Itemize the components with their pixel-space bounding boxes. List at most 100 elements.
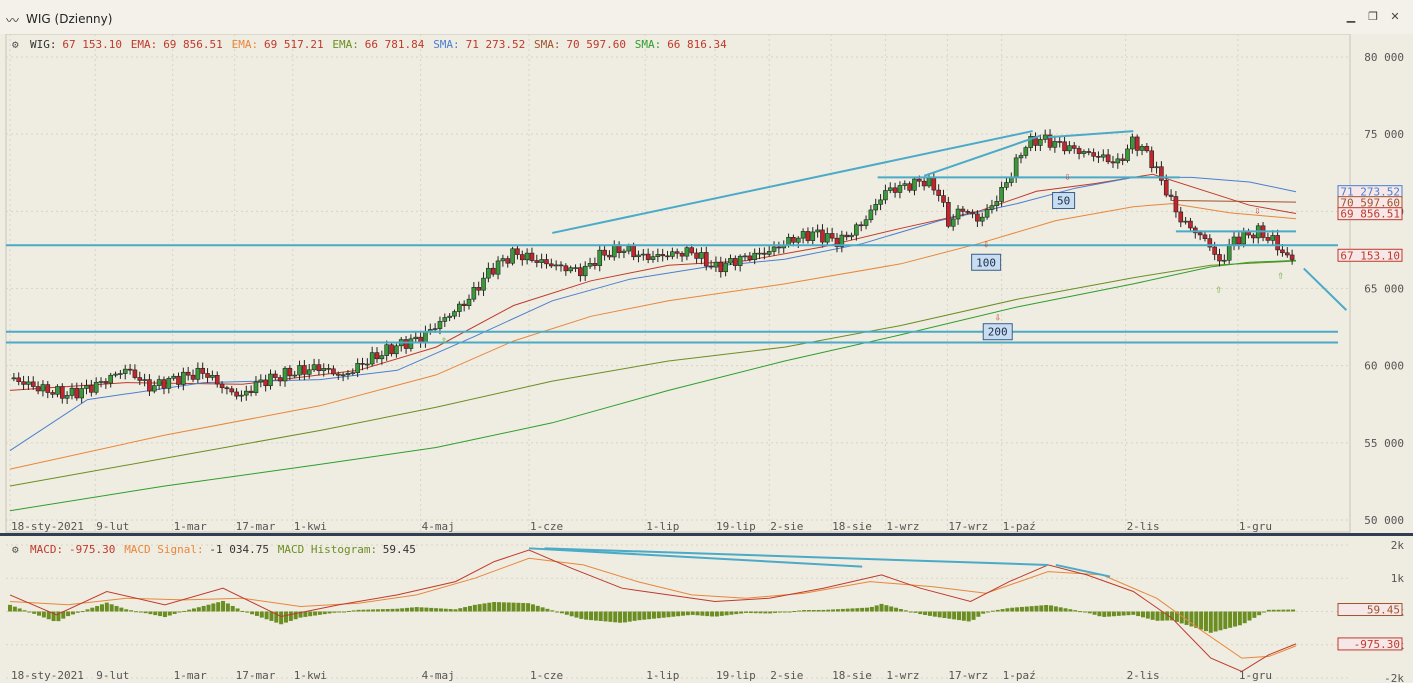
- moving-average-line: [1171, 200, 1297, 203]
- candle: [1071, 145, 1077, 149]
- candle: [791, 236, 796, 243]
- x-tick-label: 9-lut: [96, 520, 129, 533]
- macd-histogram-bar: [957, 611, 962, 621]
- macd-histogram-bar: [1160, 611, 1165, 621]
- candle: [490, 267, 496, 275]
- macd-histogram-bar: [821, 609, 826, 612]
- macd-y-tick-label: 1k: [1391, 572, 1405, 585]
- macd-histogram-bar: [865, 607, 870, 612]
- macd-value-box: [1337, 637, 1403, 651]
- candle: [1076, 148, 1082, 154]
- candle: [55, 386, 60, 395]
- candle: [854, 224, 859, 236]
- macd-histogram-bar: [676, 611, 681, 617]
- macd-histogram-bar: [1136, 611, 1141, 617]
- macd-histogram-bar: [327, 611, 332, 614]
- macd-histogram-bar: [642, 611, 647, 620]
- macd-histogram-bar: [346, 610, 351, 612]
- candle: [621, 250, 627, 253]
- chart-area[interactable]: 50 100 200 ⇧ ⇩ ⇩ ⇩ ⇩ ⇧ ⇧ 50 000 55 000 60 000 65 000…: [0, 34, 1413, 683]
- macd-x-tick-label: 9-lut: [96, 669, 129, 682]
- candle: [1105, 154, 1111, 163]
- macd-histogram-bar: [438, 608, 443, 612]
- macd-histogram-bar: [855, 608, 860, 612]
- macd-x-tick-label: 1-kwi: [294, 669, 327, 682]
- legend-label: SMA:: [635, 38, 662, 51]
- macd-histogram-bar: [1213, 611, 1218, 632]
- candle: [800, 231, 806, 239]
- y-tick-label: 60 000: [1364, 360, 1404, 373]
- candle: [892, 187, 898, 193]
- candle: [549, 263, 554, 267]
- candle: [1188, 220, 1193, 229]
- macd-histogram-bar: [1208, 611, 1213, 633]
- candle: [1125, 148, 1130, 161]
- candle: [1207, 238, 1213, 248]
- candle: [74, 387, 80, 399]
- panel-separator[interactable]: [0, 533, 1413, 536]
- macd-histogram-bar: [497, 602, 502, 612]
- candle: [481, 277, 486, 291]
- macd-histogram-bar: [569, 611, 574, 617]
- trend-line[interactable]: [923, 134, 1041, 177]
- panel-settings-icon[interactable]: ⚙: [12, 38, 19, 51]
- macd-histogram-bar: [95, 606, 100, 612]
- macd-histogram-bar: [753, 611, 758, 614]
- candle: [679, 253, 685, 257]
- macd-histogram-bar: [1271, 609, 1276, 612]
- macd-histogram-bar: [579, 611, 584, 619]
- candle: [1081, 151, 1087, 154]
- macd-trend-line[interactable]: [544, 547, 1049, 566]
- candle: [16, 377, 22, 382]
- macd-histogram-bar: [351, 610, 356, 612]
- trend-line[interactable]: [1048, 130, 1134, 139]
- macd-trend-line[interactable]: [1055, 563, 1111, 578]
- legend-label: SMA:: [433, 38, 460, 51]
- macd-histogram-bar: [27, 611, 32, 613]
- legend-label: EMA:: [332, 38, 359, 51]
- macd-histogram-bar: [1170, 611, 1175, 621]
- period-marker: [1052, 192, 1076, 210]
- macd-histogram-bar: [1155, 611, 1160, 621]
- candle: [1265, 237, 1271, 241]
- price-label: 71 273.52: [1340, 186, 1400, 199]
- legend-value: 66 781.84: [365, 38, 425, 51]
- candle: [786, 236, 791, 246]
- candle: [979, 216, 985, 222]
- candle: [718, 261, 724, 273]
- macd-histogram-bar: [467, 605, 472, 612]
- macd-settings-icon[interactable]: ⚙: [12, 543, 19, 556]
- macd-x-tick-label: 18-sty-2021: [11, 669, 84, 682]
- macd-histogram-bar: [1232, 611, 1237, 627]
- macd-histogram-bar: [1010, 607, 1015, 612]
- candle: [185, 371, 191, 376]
- trend-line[interactable]: [1303, 267, 1348, 311]
- macd-histogram-bar: [729, 611, 734, 615]
- trend-line[interactable]: [552, 130, 1033, 234]
- restore-icon[interactable]: ❐: [1368, 10, 1378, 23]
- candle: [127, 368, 133, 371]
- candle: [466, 298, 472, 306]
- macd-histogram-bar: [831, 609, 836, 612]
- macd-histogram-bar: [429, 607, 434, 612]
- x-tick-label: 1-cze: [530, 520, 563, 533]
- macd-histogram-bar: [889, 606, 894, 612]
- macd-histogram-bar: [947, 611, 952, 619]
- candle: [878, 199, 883, 205]
- candle: [582, 265, 588, 277]
- candle: [946, 202, 951, 227]
- minimize-icon[interactable]: ▁: [1346, 10, 1356, 23]
- candle: [326, 368, 331, 370]
- candle: [287, 367, 293, 377]
- macd-histogram-bar: [80, 611, 85, 613]
- candle: [59, 386, 65, 399]
- macd-histogram-bar: [743, 611, 748, 613]
- macd-histogram-bar: [966, 611, 971, 622]
- macd-histogram-bar: [90, 607, 95, 612]
- macd-trend-line[interactable]: [528, 547, 863, 568]
- macd-histogram-bar: [162, 611, 167, 618]
- close-icon[interactable]: ✕: [1390, 10, 1400, 23]
- x-tick-label: 1-gru: [1239, 520, 1272, 533]
- macd-histogram-bar: [734, 611, 739, 615]
